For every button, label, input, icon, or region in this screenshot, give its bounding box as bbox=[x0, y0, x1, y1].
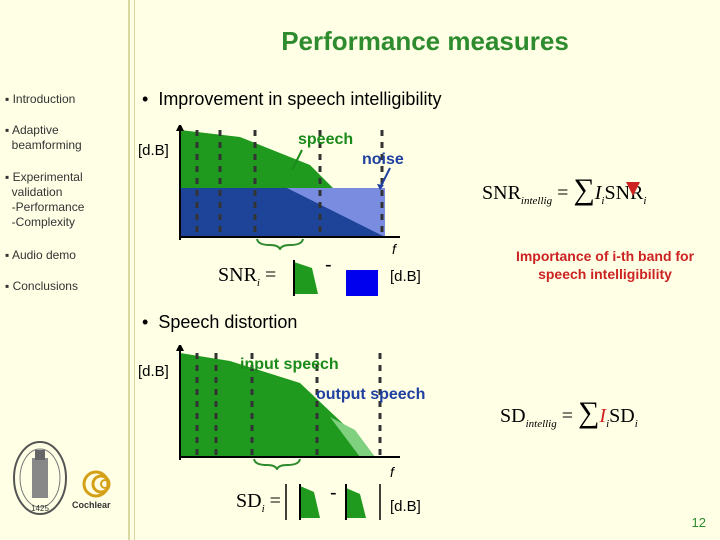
noise-label: noise bbox=[362, 151, 404, 168]
sidebar-item-audio-demo[interactable]: ▪ Audio demo bbox=[5, 248, 76, 262]
cochlear-logo bbox=[82, 470, 111, 498]
sidebar: ▪ Introduction ▪ Adaptive beamforming ▪ … bbox=[0, 0, 128, 540]
bullet-speech-distortion: • Speech distortion bbox=[142, 312, 298, 332]
input-speech-label: input speech bbox=[240, 356, 339, 373]
divider bbox=[134, 0, 135, 540]
input-speech-spectrum bbox=[180, 353, 370, 457]
noise-band-icon bbox=[346, 270, 378, 296]
sd-spectrum-diagram bbox=[176, 345, 400, 470]
minus-sign-2: - bbox=[330, 482, 337, 504]
band-brace bbox=[256, 238, 304, 250]
noise-arrow bbox=[377, 167, 391, 190]
page-title: Performance measures bbox=[281, 26, 569, 56]
output-speech-label: output speech bbox=[316, 386, 426, 403]
university-seal-logo: 1425 bbox=[13, 441, 67, 515]
bullet-speech-intelligibility: • Improvement in speech intelligibility bbox=[142, 89, 442, 109]
band-brace-2 bbox=[253, 458, 301, 470]
speech-arrow bbox=[291, 149, 303, 171]
sidebar-item-introduction[interactable]: ▪ Introduction bbox=[5, 92, 76, 106]
x-axis-label: f bbox=[392, 241, 396, 257]
divider bbox=[128, 0, 130, 540]
sd-formula-icons bbox=[285, 484, 381, 520]
sidebar-item-experimental-validation[interactable]: ▪ Experimental validation -Performance -… bbox=[5, 170, 85, 229]
cochlear-brand: Cochlear bbox=[72, 500, 111, 510]
logo-year: 1425 bbox=[31, 504, 49, 513]
minus-sign: - bbox=[325, 254, 332, 276]
output-speech-spectrum bbox=[330, 417, 375, 457]
snr-formula-icons bbox=[293, 260, 378, 296]
noise-spectrum-visible bbox=[287, 188, 385, 237]
importance-note: Importance of i-th band for speech intel… bbox=[515, 248, 695, 282]
importance-arrow bbox=[626, 182, 640, 196]
sidebar-item-adaptive-beamforming[interactable]: ▪ Adaptive beamforming bbox=[5, 123, 82, 152]
speech-band-icon bbox=[294, 262, 318, 294]
sd-formula: SDi = bbox=[236, 490, 281, 515]
sidebar-item-conclusions[interactable]: ▪ Conclusions bbox=[5, 279, 78, 293]
snr-formula: SNRi = bbox=[218, 264, 277, 289]
unit-right-label-2: [d.B] bbox=[390, 498, 421, 515]
page-number: 12 bbox=[691, 515, 706, 530]
x-axis-label-2: f bbox=[390, 464, 394, 480]
snr-spectrum-diagram bbox=[176, 125, 400, 250]
sd-intellig-formula: SDintellig = ∑IiSDi bbox=[500, 396, 638, 430]
unit-right-label: [d.B] bbox=[390, 268, 421, 285]
speech-label: speech bbox=[298, 131, 354, 148]
unit-label-2: [d.B] bbox=[138, 363, 169, 380]
input-band-icon bbox=[300, 486, 320, 518]
output-band-icon bbox=[346, 488, 366, 518]
unit-label: [d.B] bbox=[138, 142, 169, 159]
